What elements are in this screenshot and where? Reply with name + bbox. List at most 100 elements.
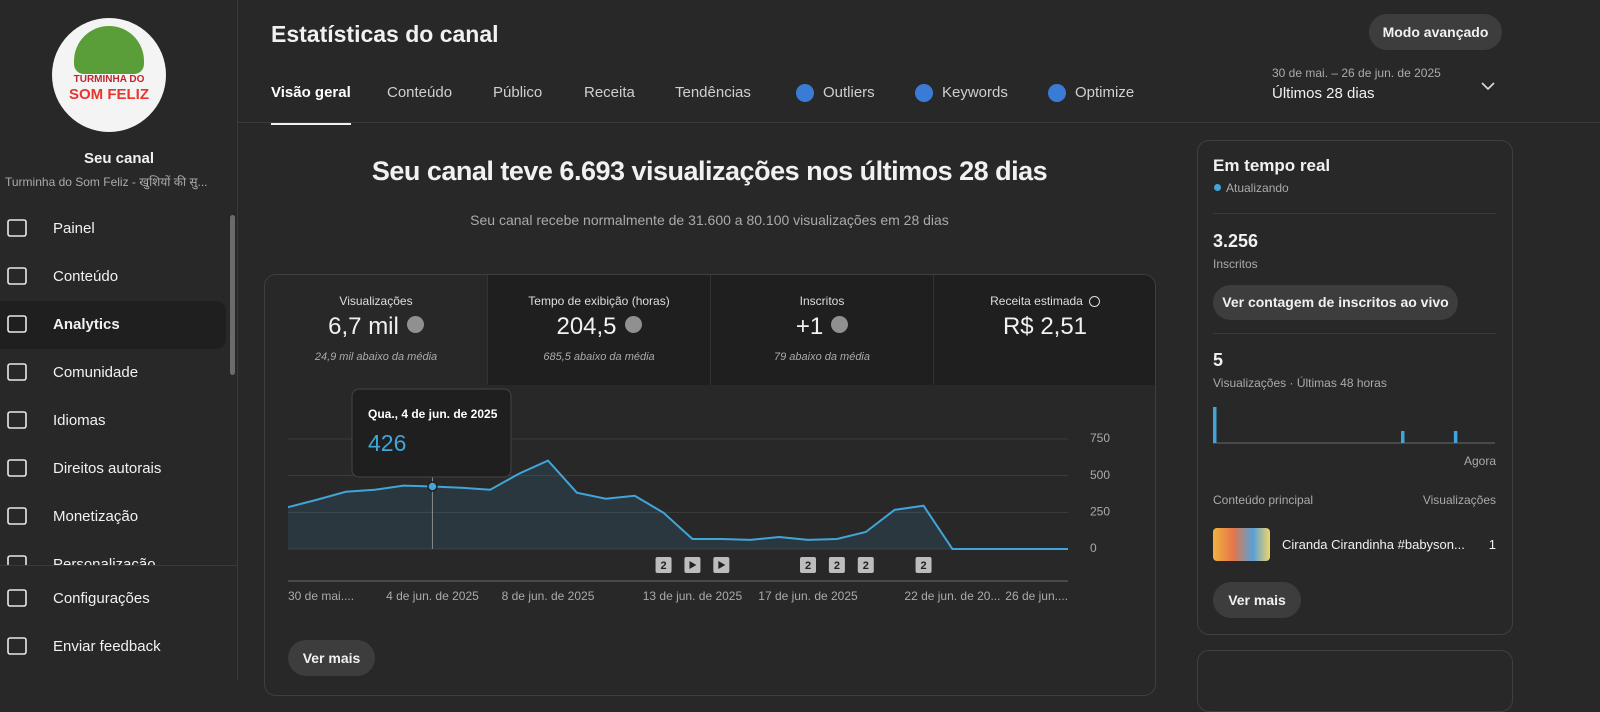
realtime-card: Em tempo real Atualizando 3.256 Inscrito… [1197, 140, 1513, 635]
metric-label: Visualizações [265, 294, 487, 308]
nav-label: Idiomas [53, 412, 106, 429]
top-content-title[interactable]: Ciranda Cirandinha #babyson... [1282, 537, 1465, 552]
metric-value-text: +1 [795, 313, 824, 340]
tab[interactable]: Tendências [675, 84, 751, 122]
content-header: Conteúdo principal [1213, 493, 1314, 507]
nav-list: Painel Conteúdo Analytics Comunidade Idiomas… [0, 205, 228, 565]
metric-value-text: 204,5 [556, 313, 617, 340]
nav-icon [7, 267, 27, 285]
divider [0, 565, 237, 566]
date-range: 30 de mai. – 26 de jun. de 2025 [1272, 66, 1441, 80]
metric-label-text: Receita estimada [990, 294, 1083, 308]
tab-label: Público [493, 84, 543, 101]
live-count-button[interactable]: Ver contagem de inscritos ao vivo [1213, 285, 1458, 320]
channel-name: Turminha do Som Feliz - खुशियों की सु... [5, 175, 208, 189]
nav-icon [7, 555, 27, 565]
views-header: Visualizações [1422, 493, 1496, 507]
page-title: Estatísticas do canal [271, 21, 499, 47]
nav-label: Monetização [53, 508, 139, 525]
nav-label: Painel [53, 220, 95, 237]
nav-item[interactable]: Personalização [0, 541, 226, 565]
tab[interactable]: Receita [584, 84, 635, 122]
metric-tab[interactable]: Receita estimada R$ 2,51 [934, 275, 1155, 385]
icon-shape [7, 411, 27, 429]
icon-shape [7, 219, 27, 237]
metric-label: Inscritos [711, 294, 933, 308]
metric-tab[interactable]: Visualizações 6,7 mil 24,9 mil abaixo da m… [265, 275, 488, 385]
metric-value: R$ 2,51 [934, 313, 1155, 341]
metric-tab[interactable]: Inscritos +1 79 abaixo da média [711, 275, 934, 385]
channel-avatar[interactable]: TURMINHA DO SOM FELIZ [52, 18, 166, 132]
tab-label: Receita [584, 84, 635, 101]
metric-value-text: 6,7 mil [328, 313, 399, 340]
nav-item[interactable]: Comunidade [0, 349, 226, 397]
nav-icon [7, 411, 27, 429]
tab[interactable]: Optimize [1048, 84, 1134, 122]
nav-icon [7, 459, 27, 477]
icon-shape [7, 589, 27, 607]
nav-item[interactable]: Configurações [0, 574, 237, 622]
nav-icon [7, 219, 27, 237]
icon-shape [7, 459, 27, 477]
nav-icon [7, 637, 27, 655]
sidebar: TURMINHA DO SOM FELIZ Seu canal Turminha… [0, 0, 238, 680]
metric-label-text: Tempo de exibição (horas) [528, 294, 670, 308]
tab-label: Keywords [942, 84, 1008, 101]
advanced-mode-button[interactable]: Modo avançado [1369, 14, 1502, 50]
metric-value: 6,7 mil [265, 313, 487, 341]
next-card [1197, 650, 1513, 712]
nav-item[interactable]: Enviar feedback [0, 622, 237, 670]
nav-label: Enviar feedback [53, 638, 161, 655]
nav-icon [7, 507, 27, 525]
metric-label: Receita estimada [934, 294, 1155, 308]
tab[interactable]: Keywords [915, 84, 1008, 122]
video-thumbnail[interactable] [1213, 528, 1270, 561]
realtime-title: Em tempo real [1213, 156, 1331, 175]
tab-icon [1048, 84, 1066, 102]
period[interactable]: Últimos 28 dias [1272, 85, 1375, 102]
avatar-text: TURMINHA DO [73, 74, 145, 85]
nav-item[interactable]: Analytics [0, 301, 226, 349]
subscriber-label: Inscritos [1213, 257, 1258, 271]
icon-shape [7, 507, 27, 525]
bars-end-label: Agora [1463, 454, 1496, 468]
metric-tab[interactable]: Tempo de exibição (horas) 204,5 685,5 abai… [488, 275, 711, 385]
nav-icon [7, 363, 27, 381]
tab-label: Optimize [1075, 84, 1135, 101]
tab-label: Conteúdo [387, 84, 453, 101]
icon-shape [7, 363, 27, 381]
realtime-more-button[interactable]: Ver mais [1213, 582, 1301, 618]
status: Atualizando [1226, 181, 1289, 195]
tab[interactable]: Visão geral [271, 84, 351, 125]
more-button[interactable]: Ver mais [288, 640, 375, 676]
footer-nav: Configurações Enviar feedback [0, 574, 237, 680]
avatar-art [74, 26, 144, 74]
subscriber-count: 3.256 [1213, 231, 1259, 251]
nav-label: Analytics [53, 316, 120, 333]
nav-item[interactable]: Idiomas [0, 397, 226, 445]
metric-tabs: Visualizações 6,7 mil 24,9 mil abaixo da m… [265, 275, 1155, 385]
down-icon [624, 316, 642, 333]
metric-note: 24,9 mil abaixo da média [314, 351, 438, 363]
nav-item[interactable]: Conteúdo [0, 253, 226, 301]
nav-item[interactable]: Monetização [0, 493, 226, 541]
metric-label: Tempo de exibição (horas) [488, 294, 710, 308]
nav-item[interactable]: Painel [0, 205, 226, 253]
dropdown-chevron[interactable] [1480, 80, 1496, 92]
tab[interactable]: Conteúdo [387, 84, 452, 122]
tab[interactable]: Público [493, 84, 542, 122]
nav-item[interactable]: Direitos autorais [0, 445, 226, 493]
metric-value: +1 [711, 313, 933, 341]
subline: Seu canal recebe normalmente de 31.600 a… [470, 212, 949, 228]
top-content-views: 1 [1488, 537, 1496, 552]
icon-shape [7, 315, 27, 333]
nav-label: Direitos autorais [53, 460, 162, 477]
metric-note: 79 abaixo da média [773, 351, 870, 363]
nav-label: Personalização [53, 556, 156, 565]
scrollbar[interactable] [230, 215, 235, 375]
tab[interactable]: Outliers [796, 84, 875, 122]
icon-shape [7, 555, 27, 565]
tabs: Visão geral Conteúdo Público Receita Tendênc… [271, 84, 1171, 125]
